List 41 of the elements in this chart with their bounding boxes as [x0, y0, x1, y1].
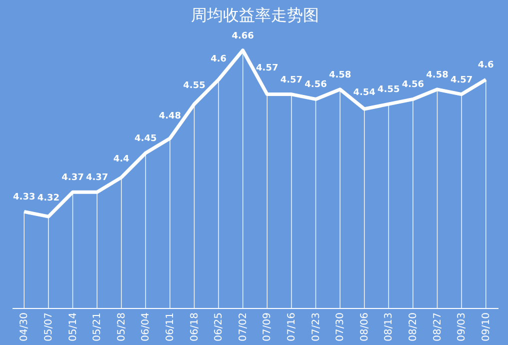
data-label: 4.66: [232, 31, 254, 42]
x-tick-label: 08/06: [359, 312, 370, 342]
x-tick-label: 07/23: [310, 312, 322, 342]
data-label: 4.48: [158, 111, 182, 122]
x-tick-label: 09/10: [480, 312, 492, 342]
data-label: 4.55: [183, 81, 206, 92]
x-tick-label: 07/02: [238, 312, 249, 342]
data-label: 4.32: [37, 194, 60, 204]
x-tick-label: 06/25: [214, 312, 225, 342]
data-label: 4.57: [256, 63, 278, 74]
x-tick-label: 08/20: [408, 312, 419, 342]
data-label: 4.37: [86, 173, 108, 184]
x-tick-label: 07/30: [335, 312, 346, 342]
data-label: 4.55: [378, 85, 400, 96]
x-tick-label: 06/18: [189, 312, 200, 342]
x-tick-label: 04/30: [19, 312, 30, 342]
x-tick-label: 06/11: [164, 312, 176, 342]
data-label: 4.57: [450, 75, 473, 86]
x-tick-label: 05/28: [116, 312, 128, 342]
data-label: 4.58: [328, 70, 352, 80]
data-label: 4.6: [210, 54, 227, 65]
data-label: 4.56: [402, 80, 424, 90]
x-tick-label: 08/27: [432, 312, 444, 342]
data-label: 4.57: [280, 75, 303, 86]
x-tick-label: 07/09: [262, 312, 274, 342]
data-label: 4.45: [134, 134, 157, 144]
x-tick-label: 05/21: [92, 312, 104, 342]
x-tick-label: 08/13: [384, 312, 395, 342]
x-tick-label: 06/04: [140, 312, 152, 342]
data-label: 4.33: [13, 192, 36, 203]
data-label: 4.56: [304, 80, 327, 90]
x-tick-label: 05/14: [68, 312, 79, 342]
data-label: 4.54: [353, 88, 376, 98]
chart-title: 周均收益率走势图: [191, 5, 319, 24]
x-tick-label: 09/03: [456, 312, 468, 342]
data-label: 4.37: [62, 173, 84, 184]
x-tick-label: 07/16: [286, 312, 298, 342]
x-tick-label: 05/07: [43, 312, 54, 342]
data-label: 4.58: [426, 70, 448, 80]
data-label: 4.4: [113, 154, 130, 164]
data-label: 4.6: [478, 60, 494, 71]
